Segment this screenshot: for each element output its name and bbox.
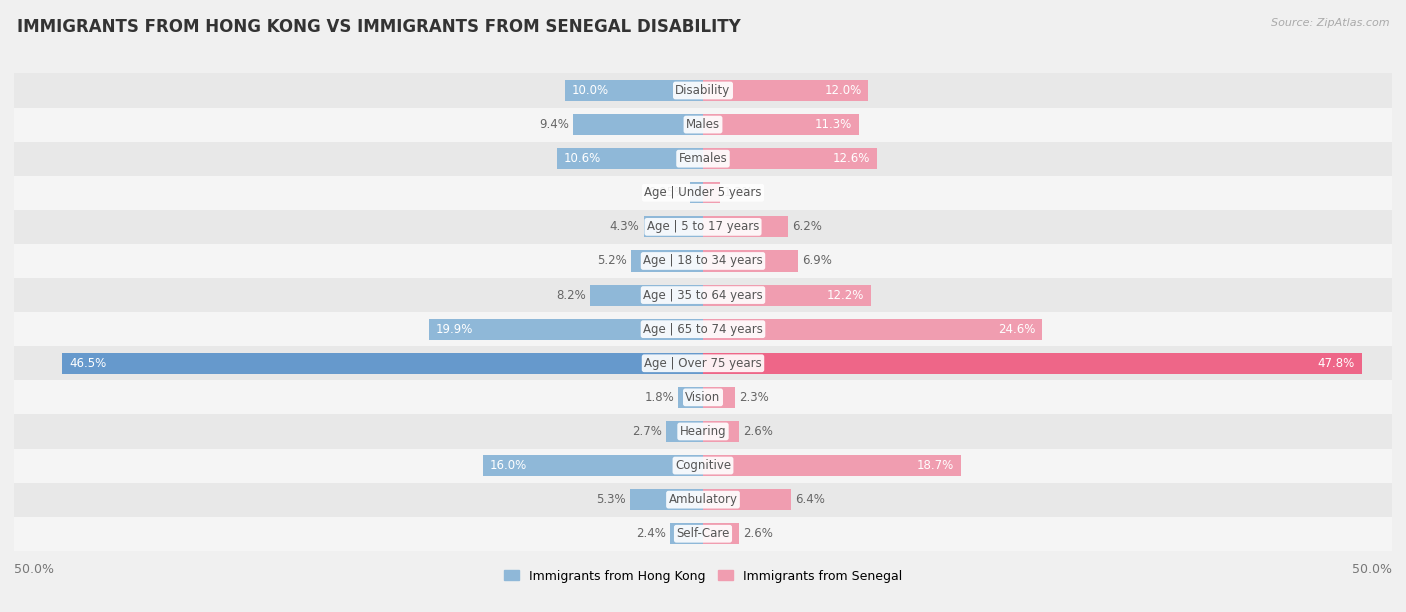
- Text: 1.8%: 1.8%: [644, 391, 673, 404]
- Text: 10.6%: 10.6%: [564, 152, 602, 165]
- Bar: [14, 108, 1392, 141]
- Bar: [14, 414, 1392, 449]
- Bar: [14, 449, 1392, 483]
- Bar: [666, 421, 703, 442]
- Text: 18.7%: 18.7%: [917, 459, 953, 472]
- Text: 16.0%: 16.0%: [489, 459, 527, 472]
- Text: 12.0%: 12.0%: [824, 84, 862, 97]
- Text: 6.9%: 6.9%: [803, 255, 832, 267]
- Text: Age | 5 to 17 years: Age | 5 to 17 years: [647, 220, 759, 233]
- Bar: [14, 278, 1392, 312]
- Bar: [482, 455, 703, 476]
- Text: 0.95%: 0.95%: [648, 186, 686, 200]
- Bar: [14, 312, 1392, 346]
- Text: 24.6%: 24.6%: [998, 323, 1035, 335]
- Text: 12.6%: 12.6%: [832, 152, 870, 165]
- Bar: [429, 319, 703, 340]
- Text: 46.5%: 46.5%: [69, 357, 107, 370]
- Text: 50.0%: 50.0%: [14, 563, 53, 576]
- Bar: [14, 346, 1392, 380]
- Bar: [703, 319, 1042, 340]
- Bar: [14, 380, 1392, 414]
- Bar: [14, 517, 1392, 551]
- Bar: [669, 523, 703, 544]
- Text: Ambulatory: Ambulatory: [668, 493, 738, 506]
- Bar: [703, 80, 869, 101]
- Text: 4.3%: 4.3%: [610, 220, 640, 233]
- Text: Age | 35 to 64 years: Age | 35 to 64 years: [643, 289, 763, 302]
- Text: Source: ZipAtlas.com: Source: ZipAtlas.com: [1271, 18, 1389, 28]
- Legend: Immigrants from Hong Kong, Immigrants from Senegal: Immigrants from Hong Kong, Immigrants fr…: [499, 564, 907, 588]
- Text: Females: Females: [679, 152, 727, 165]
- Text: 47.8%: 47.8%: [1317, 357, 1355, 370]
- Bar: [703, 216, 789, 237]
- Text: Males: Males: [686, 118, 720, 131]
- Text: 5.2%: 5.2%: [598, 255, 627, 267]
- Text: 2.6%: 2.6%: [742, 425, 773, 438]
- Text: Age | 65 to 74 years: Age | 65 to 74 years: [643, 323, 763, 335]
- Text: 10.0%: 10.0%: [572, 84, 609, 97]
- Bar: [703, 148, 876, 170]
- Bar: [703, 421, 738, 442]
- Bar: [14, 210, 1392, 244]
- Text: IMMIGRANTS FROM HONG KONG VS IMMIGRANTS FROM SENEGAL DISABILITY: IMMIGRANTS FROM HONG KONG VS IMMIGRANTS …: [17, 18, 741, 36]
- Bar: [703, 387, 735, 408]
- Text: Vision: Vision: [685, 391, 721, 404]
- Text: 50.0%: 50.0%: [1353, 563, 1392, 576]
- Bar: [703, 523, 738, 544]
- Text: Disability: Disability: [675, 84, 731, 97]
- Bar: [14, 73, 1392, 108]
- Text: 2.3%: 2.3%: [738, 391, 769, 404]
- Text: 8.2%: 8.2%: [557, 289, 586, 302]
- Text: 1.2%: 1.2%: [724, 186, 754, 200]
- Bar: [703, 182, 720, 203]
- Bar: [703, 285, 872, 305]
- Text: 2.4%: 2.4%: [636, 528, 666, 540]
- Bar: [631, 250, 703, 272]
- Text: 2.6%: 2.6%: [742, 528, 773, 540]
- Text: 12.2%: 12.2%: [827, 289, 865, 302]
- Bar: [690, 182, 703, 203]
- Bar: [703, 489, 792, 510]
- Bar: [557, 148, 703, 170]
- Bar: [14, 483, 1392, 517]
- Bar: [703, 353, 1361, 374]
- Text: 11.3%: 11.3%: [814, 118, 852, 131]
- Bar: [574, 114, 703, 135]
- Text: Age | 18 to 34 years: Age | 18 to 34 years: [643, 255, 763, 267]
- Text: Hearing: Hearing: [679, 425, 727, 438]
- Text: 19.9%: 19.9%: [436, 323, 472, 335]
- Bar: [678, 387, 703, 408]
- Text: 6.2%: 6.2%: [793, 220, 823, 233]
- Bar: [703, 455, 960, 476]
- Text: 2.7%: 2.7%: [631, 425, 662, 438]
- Bar: [591, 285, 703, 305]
- Text: Cognitive: Cognitive: [675, 459, 731, 472]
- Bar: [14, 141, 1392, 176]
- Bar: [62, 353, 703, 374]
- Bar: [630, 489, 703, 510]
- Text: 6.4%: 6.4%: [796, 493, 825, 506]
- Bar: [703, 114, 859, 135]
- Bar: [14, 176, 1392, 210]
- Bar: [14, 244, 1392, 278]
- Text: Self-Care: Self-Care: [676, 528, 730, 540]
- Text: Age | Over 75 years: Age | Over 75 years: [644, 357, 762, 370]
- Bar: [565, 80, 703, 101]
- Text: 5.3%: 5.3%: [596, 493, 626, 506]
- Bar: [644, 216, 703, 237]
- Text: Age | Under 5 years: Age | Under 5 years: [644, 186, 762, 200]
- Bar: [703, 250, 799, 272]
- Text: 9.4%: 9.4%: [540, 118, 569, 131]
